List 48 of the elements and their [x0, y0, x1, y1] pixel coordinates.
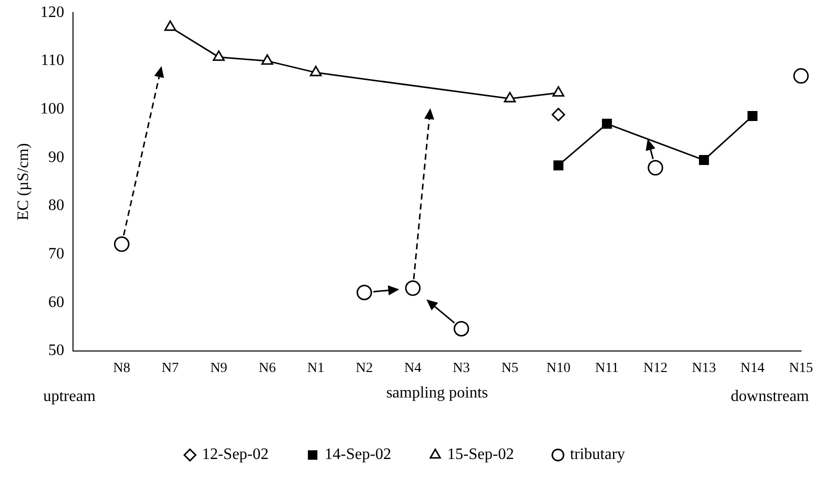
point: [698, 155, 709, 166]
y-tick-label: 120: [40, 4, 64, 21]
point: [602, 118, 612, 129]
x-tick-label: N2: [356, 361, 373, 376]
y-tick-label: 70: [48, 246, 64, 263]
point: [552, 108, 566, 122]
y-tick-label: 50: [48, 342, 64, 360]
x-tick-label: N3: [452, 361, 470, 376]
x-tick-label: N5: [501, 361, 518, 376]
point: [454, 321, 470, 337]
legend-label: 15-Sep-02: [447, 446, 514, 464]
x-tick-label: N13: [692, 361, 716, 376]
point: [648, 160, 664, 176]
y-tick-label: 110: [40, 52, 64, 70]
legend-label: 14-Sep-02: [324, 446, 392, 464]
text: downstream: [730, 388, 810, 406]
x-tick-label: N11: [595, 361, 619, 376]
y-axis-title: EC (µS/cm): [14, 143, 32, 220]
text: uptream: [43, 388, 96, 406]
point: [552, 86, 564, 97]
x-tick-label: N12: [643, 361, 668, 376]
y-tick-label: 90: [48, 148, 64, 166]
x-tick-label: N7: [162, 361, 179, 376]
x-tick-label: N1: [307, 361, 324, 376]
x-tick-label: N14: [740, 361, 765, 376]
point: [164, 20, 176, 31]
point: [356, 284, 372, 300]
x-tick-label: N6: [258, 361, 276, 376]
legend-label: 12-Sep-02: [202, 446, 269, 464]
y-tick-label: 60: [48, 294, 64, 311]
point: [310, 66, 322, 76]
point: [553, 160, 564, 170]
point: [793, 68, 809, 84]
point: [261, 54, 274, 65]
x-tick-label: N9: [210, 361, 228, 376]
y-tick-label: 100: [40, 100, 64, 118]
x-axis-title: sampling points: [386, 384, 488, 402]
x-tick-label: N10: [546, 361, 570, 376]
point: [114, 236, 130, 252]
point: [747, 111, 758, 122]
x-tick-label: N4: [404, 361, 422, 376]
x-tick-label: N8: [113, 361, 130, 376]
y-tick-label: 80: [48, 197, 64, 214]
x-tick-label: N15: [788, 361, 814, 376]
legend-label: tributary: [570, 446, 626, 464]
point: [405, 280, 421, 296]
point: [212, 50, 225, 61]
point: [504, 92, 516, 102]
